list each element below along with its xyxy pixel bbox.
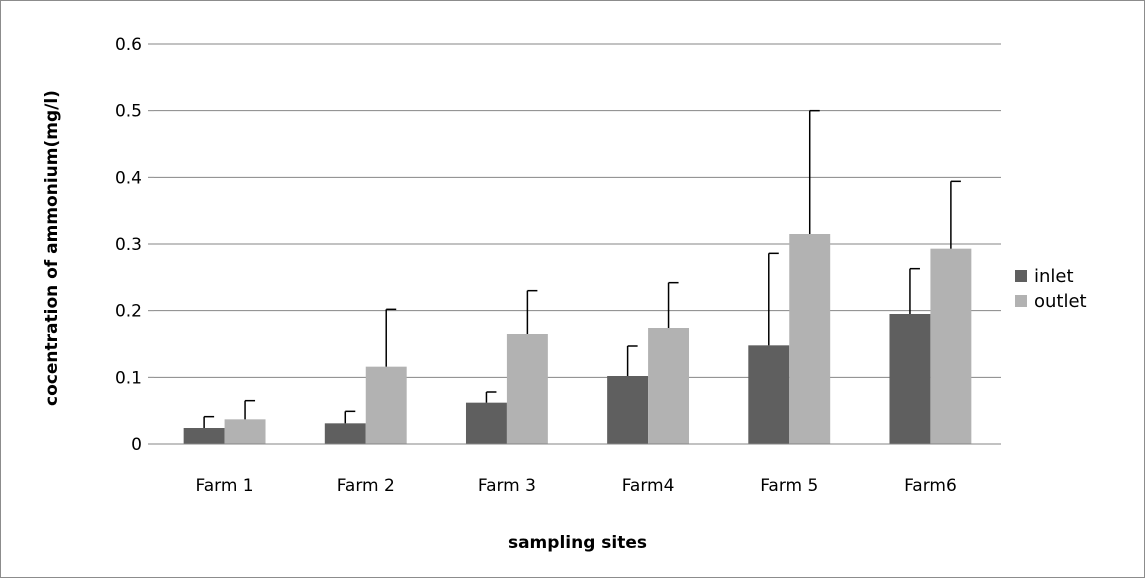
y-axis-ticks: 0 0.1 0.2 0.3 0.4 0.5 0.6 [115, 35, 154, 455]
x-tick-label: Farm6 [904, 476, 957, 496]
y-tick-label: 0.3 [115, 235, 142, 255]
y-tick-label: 0.2 [115, 302, 142, 322]
legend-label-inlet: inlet [1034, 266, 1074, 287]
y-tick-label: 0.1 [115, 368, 142, 388]
x-tick-label: Farm 3 [478, 476, 536, 496]
bar-outlet-6 [930, 248, 972, 444]
bar-outlet-5 [789, 234, 831, 444]
bar-outlet-4 [648, 328, 690, 444]
bar-inlet-4 [607, 376, 649, 444]
y-axis-title: cocentration of ammonium(mg/l) [42, 90, 62, 406]
y-tick-label: 0 [131, 435, 142, 455]
bar-inlet-3 [465, 402, 507, 444]
bar-outlet-3 [506, 334, 548, 444]
legend: inlet outlet [1015, 266, 1087, 312]
y-tick-label: 0.6 [115, 35, 142, 55]
bar-inlet-5 [748, 345, 790, 444]
x-axis-title: sampling sites [508, 533, 647, 553]
bar-inlet-2 [324, 423, 366, 444]
x-tick-label: Farm 2 [337, 476, 395, 496]
y-tick-label: 0.4 [115, 168, 142, 188]
bar-outlet-2 [365, 366, 407, 444]
bar-inlet-1 [183, 428, 225, 444]
error-bars [203, 109, 961, 428]
legend-label-outlet: outlet [1034, 291, 1087, 312]
x-tick-label: Farm4 [622, 476, 675, 496]
legend-swatch-outlet [1015, 295, 1027, 307]
bar-outlet-1 [224, 419, 266, 444]
x-tick-label: Farm 5 [760, 476, 818, 496]
gridlines [154, 43, 1001, 378]
x-tick-label: Farm 1 [196, 476, 254, 496]
y-tick-label: 0.5 [115, 102, 142, 122]
x-axis-ticks: Farm 1 Farm 2 Farm 3 Farm4 Farm 5 Farm6 [196, 476, 957, 496]
legend-swatch-inlet [1015, 270, 1027, 282]
bar-inlet-6 [889, 314, 931, 444]
bars [183, 234, 972, 444]
